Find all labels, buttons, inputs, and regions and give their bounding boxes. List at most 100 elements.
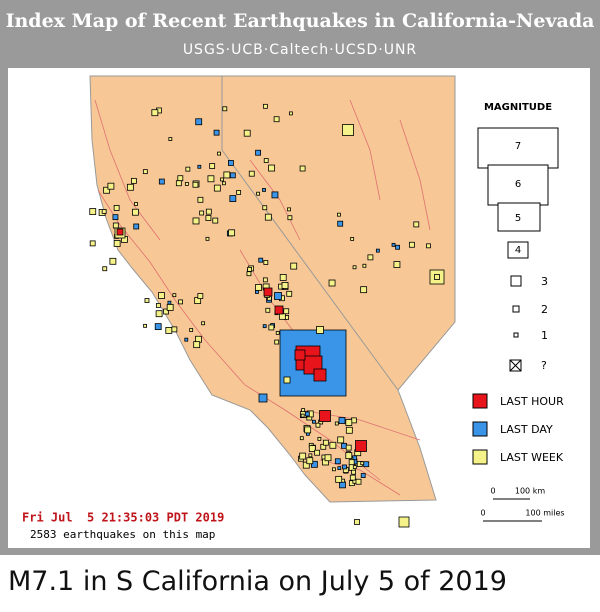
quake [354,519,360,525]
quake [299,436,304,441]
quake [228,160,234,166]
quake [268,164,275,172]
quake-count: 2583 earthquakes on this map [30,528,215,541]
quake [268,324,275,331]
hour-swatch [472,393,488,409]
title: Index Map of Recent Earthquakes in Calif… [6,10,595,32]
period-label: LAST DAY [500,423,553,436]
quake [299,165,306,172]
quake [89,240,96,247]
quake [335,475,343,483]
mag-box [507,241,529,259]
quake [112,214,119,221]
quake [175,180,182,187]
quake [351,469,357,475]
quake [263,158,269,163]
quake [236,190,242,195]
quake [101,209,107,214]
quake [334,421,339,426]
quake [308,453,313,458]
quake [154,323,162,331]
quake [324,454,332,462]
quake [345,426,353,434]
quake [337,436,345,444]
quake [413,221,420,228]
quake [332,467,336,472]
quake [288,111,293,116]
quake [264,213,272,221]
quake [275,330,280,335]
quake [262,188,266,192]
quake [408,241,415,248]
quake [130,177,137,184]
quake [287,207,291,212]
quake [341,442,347,449]
quake [144,298,150,303]
quake [192,181,199,188]
frame: Index Map of Recent Earthquakes in Calif… [0,0,600,555]
quake [302,461,310,469]
legend: MAGNITUDE 7 6 5 4 3 2 1 ? LAST HOUR LAST… [472,102,564,465]
quake [319,410,331,422]
quake [363,461,370,468]
quake [192,217,200,225]
quake [395,244,400,250]
quake [360,473,366,478]
quake [222,181,226,186]
quake [132,208,139,216]
scale-label: 100 miles [525,509,564,518]
quake [310,460,318,468]
quake [172,293,177,298]
quake [217,151,221,156]
quake [345,452,353,460]
quake [308,445,316,452]
quake [166,304,174,311]
faults [94,99,431,496]
quake [256,191,261,196]
quake [337,220,344,227]
mag-label: 2 [541,303,548,316]
quake [201,321,206,326]
quake [350,237,355,241]
quake [300,413,305,418]
quake [199,210,205,216]
period-label: LAST WEEK [500,451,564,464]
quake [165,327,173,334]
quake [315,422,321,428]
quake [342,464,347,470]
quake [312,419,316,424]
quake [299,452,307,460]
scale-label: 100 km [515,487,545,496]
quake [195,118,203,126]
quake [338,417,346,424]
quake [271,191,279,199]
quake [355,440,367,452]
quake [258,393,268,403]
quake [262,277,268,283]
quake [362,263,367,268]
period-label: LAST HOUR [500,395,564,408]
quake [355,478,362,485]
quake [360,461,365,466]
week-swatch [472,449,488,465]
quake [171,326,178,333]
quake [304,426,312,434]
quake [317,436,322,441]
quake [434,274,440,280]
quake [283,308,290,315]
quake [178,299,183,305]
quake [113,240,121,247]
quake [349,474,356,481]
scale-label: 0 [480,509,485,518]
quake [329,441,337,449]
mag-label: 7 [515,141,521,152]
quake [109,257,117,265]
mag-box [513,332,519,338]
quake [281,282,289,289]
quake [197,293,204,299]
quake [352,265,357,270]
quake [167,300,172,305]
quake [255,290,259,294]
mag-box [497,202,541,232]
